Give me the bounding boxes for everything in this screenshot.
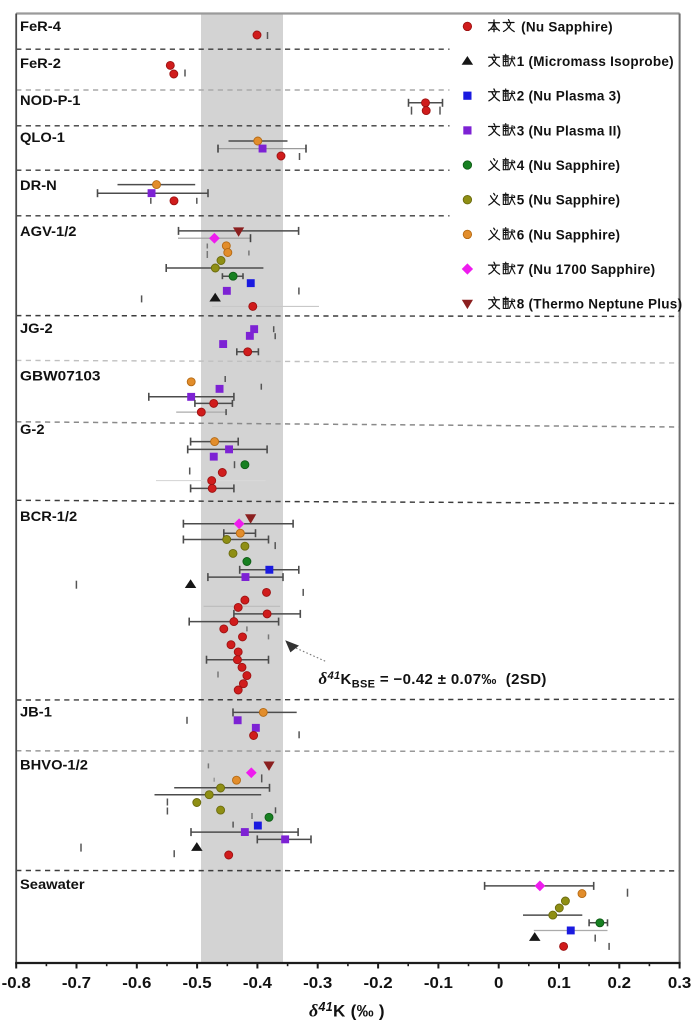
svg-text:BHVO-1/2: BHVO-1/2 [20, 757, 88, 772]
svg-text:δ41K (‰ ): δ41K (‰ ) [309, 1000, 385, 1021]
svg-text:0.3: 0.3 [668, 975, 692, 992]
svg-text:JB-1: JB-1 [20, 704, 52, 719]
svg-text:3 (Nu Plasma II): 3 (Nu Plasma II) [517, 123, 622, 138]
svg-text:NOD-P-1: NOD-P-1 [20, 93, 81, 108]
svg-text:-0.1: -0.1 [424, 975, 454, 992]
svg-text:-0.3: -0.3 [303, 975, 333, 992]
svg-text:-0.2: -0.2 [364, 975, 393, 992]
svg-text:0.2: 0.2 [608, 975, 632, 992]
svg-text:0: 0 [494, 975, 503, 992]
svg-text:G-2: G-2 [20, 422, 45, 437]
svg-text:QLO-1: QLO-1 [20, 130, 65, 145]
svg-text:-0.6: -0.6 [122, 975, 152, 992]
svg-text:JG-2: JG-2 [20, 321, 53, 336]
svg-text:-0.5: -0.5 [183, 975, 213, 992]
svg-text:4 (Nu Sapphire): 4 (Nu Sapphire) [517, 158, 621, 173]
svg-text:-0.7: -0.7 [62, 975, 91, 992]
svg-text:0.1: 0.1 [547, 975, 571, 992]
svg-text:DR-N: DR-N [20, 178, 57, 193]
svg-text:-0.8: -0.8 [2, 975, 32, 992]
svg-text:(Nu Sapphire): (Nu Sapphire) [521, 19, 613, 34]
svg-text:AGV-1/2: AGV-1/2 [20, 224, 77, 239]
svg-text:FeR-2: FeR-2 [20, 56, 61, 71]
svg-text:δ41KBSE = −0.42 ± 0.07‰ (2SD): δ41KBSE = −0.42 ± 0.07‰ (2SD) [319, 669, 547, 691]
svg-text:1 (Micromass Isoprobe): 1 (Micromass Isoprobe) [517, 54, 674, 69]
svg-text:7 (Nu 1700 Sapphire): 7 (Nu 1700 Sapphire) [517, 262, 656, 277]
svg-text:2 (Nu Plasma 3): 2 (Nu Plasma 3) [517, 89, 621, 104]
svg-text:6 (Nu Sapphire): 6 (Nu Sapphire) [517, 227, 621, 242]
svg-text:-0.4: -0.4 [243, 975, 273, 992]
svg-text:FeR-4: FeR-4 [20, 19, 61, 34]
svg-text:5 (Nu Sapphire): 5 (Nu Sapphire) [517, 193, 621, 208]
svg-text:BCR-1/2: BCR-1/2 [20, 509, 77, 524]
svg-text:GBW07103: GBW07103 [20, 368, 101, 383]
svg-text:8 (Thermo Neptune Plus): 8 (Thermo Neptune Plus) [517, 297, 683, 312]
svg-text:Seawater: Seawater [20, 877, 85, 892]
